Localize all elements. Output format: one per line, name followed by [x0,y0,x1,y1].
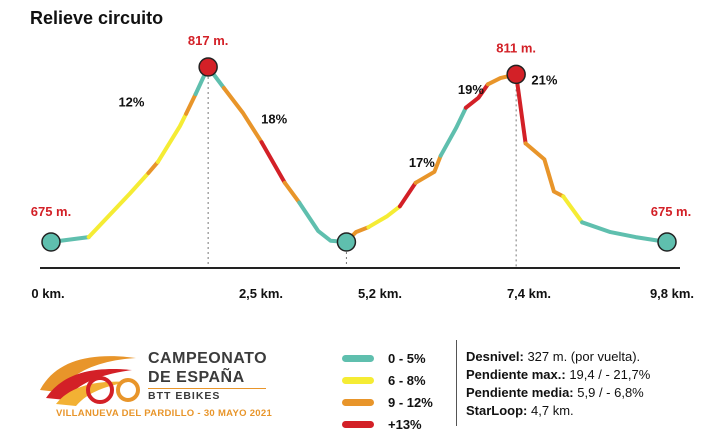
stats-divider [456,340,457,426]
elevation-label: 817 m. [188,33,228,48]
cyclist-logo-icon [40,356,140,406]
logo-event-info: VILLANUEVA DEL PARDILLO - 30 MAYO 2021 [56,408,273,419]
legend-label: +13% [388,416,422,432]
legend-swatch-orange [342,398,374,406]
x-tick-label: 5,2 km. [358,286,402,301]
logo-subtitle: BTT EBIKES [148,390,221,402]
stat-key: Pendiente media: [466,385,574,400]
legend-label: 9 - 12% [388,394,433,410]
grade-label: 21% [531,72,557,87]
legend-swatch-red [342,420,374,428]
marker-red [198,57,218,77]
profile-segment-red [259,140,287,185]
grade-label: 19% [458,82,484,97]
marker-green [41,232,61,252]
stat-row: StarLoop: 4,7 km. [466,402,650,420]
stat-value: 5,9 / - 6,8% [577,385,644,400]
legend-item: 6 - 8% [342,369,433,391]
stat-key: Desnivel: [466,349,524,364]
profile-segment-yellow [155,111,189,164]
profile-segment-orange [221,86,264,145]
legend-label: 6 - 8% [388,372,426,388]
logo-title-line1: CAMPEONATO [148,350,268,367]
marker-red [506,64,526,85]
legend-item: 0 - 5% [342,347,433,369]
logo-rule [148,388,266,389]
profile-segment-yellow [366,204,402,230]
legend-swatch-green [342,354,374,362]
profile-segment-red [514,72,528,146]
legend-item: +13% [342,413,433,435]
x-tick-label: 2,5 km. [239,286,283,301]
profile-segment-orange [184,92,198,116]
grade-label: 18% [261,112,287,127]
elevation-label: 811 m. [496,40,536,55]
profile-segment-red [463,82,490,110]
legend-swatch-yellow [342,376,374,384]
profile-segment-orange [413,153,443,185]
grade-label: 17% [409,155,435,170]
stat-value: 327 m. (por vuelta). [527,349,641,364]
stat-row: Pendiente media: 5,9 / - 6,8% [466,384,650,402]
stat-key: StarLoop: [466,403,528,418]
logo-title-line2: DE ESPAÑA [148,369,245,386]
stat-key: Pendiente max.: [466,367,566,382]
x-tick-label: 7,4 km. [507,286,551,301]
legend-label: 0 - 5% [388,350,426,366]
legend-item: 9 - 12% [342,391,433,413]
chart-title: Relieve circuito [30,8,164,28]
profile-segment-yellow [561,194,585,225]
stat-row: Desnivel: 327 m. (por vuelta). [466,348,650,366]
stat-row: Pendiente max.: 19,4 / - 21,7% [466,366,650,384]
profile-segment-green [438,105,468,158]
elevation-label: 675 m. [31,204,71,219]
profile-segment-red [397,180,418,209]
stats-panel: Desnivel: 327 m. (por vuelta). Pendiente… [466,348,650,420]
grade-label: 12% [118,94,144,109]
championship-logo: CAMPEONATO DE ESPAÑA BTT EBIKES VILLANUE… [36,350,286,430]
x-tick-label: 9,8 km. [650,286,694,301]
profile-segment-orange [523,141,566,199]
profile-segment-orange [282,180,302,205]
profile-segment-yellow [86,171,151,240]
legend: 0 - 5% 6 - 8% 9 - 12% +13% [342,347,433,435]
profile-segment-green [580,220,669,244]
profile-segment-orange [146,159,160,175]
x-tick-label: 0 km. [31,286,64,301]
marker-green [336,232,357,252]
marker-green [657,232,677,252]
elevation-label: 675 m. [651,204,691,219]
stat-value: 4,7 km. [531,403,574,418]
stat-value: 19,4 / - 21,7% [569,367,651,382]
